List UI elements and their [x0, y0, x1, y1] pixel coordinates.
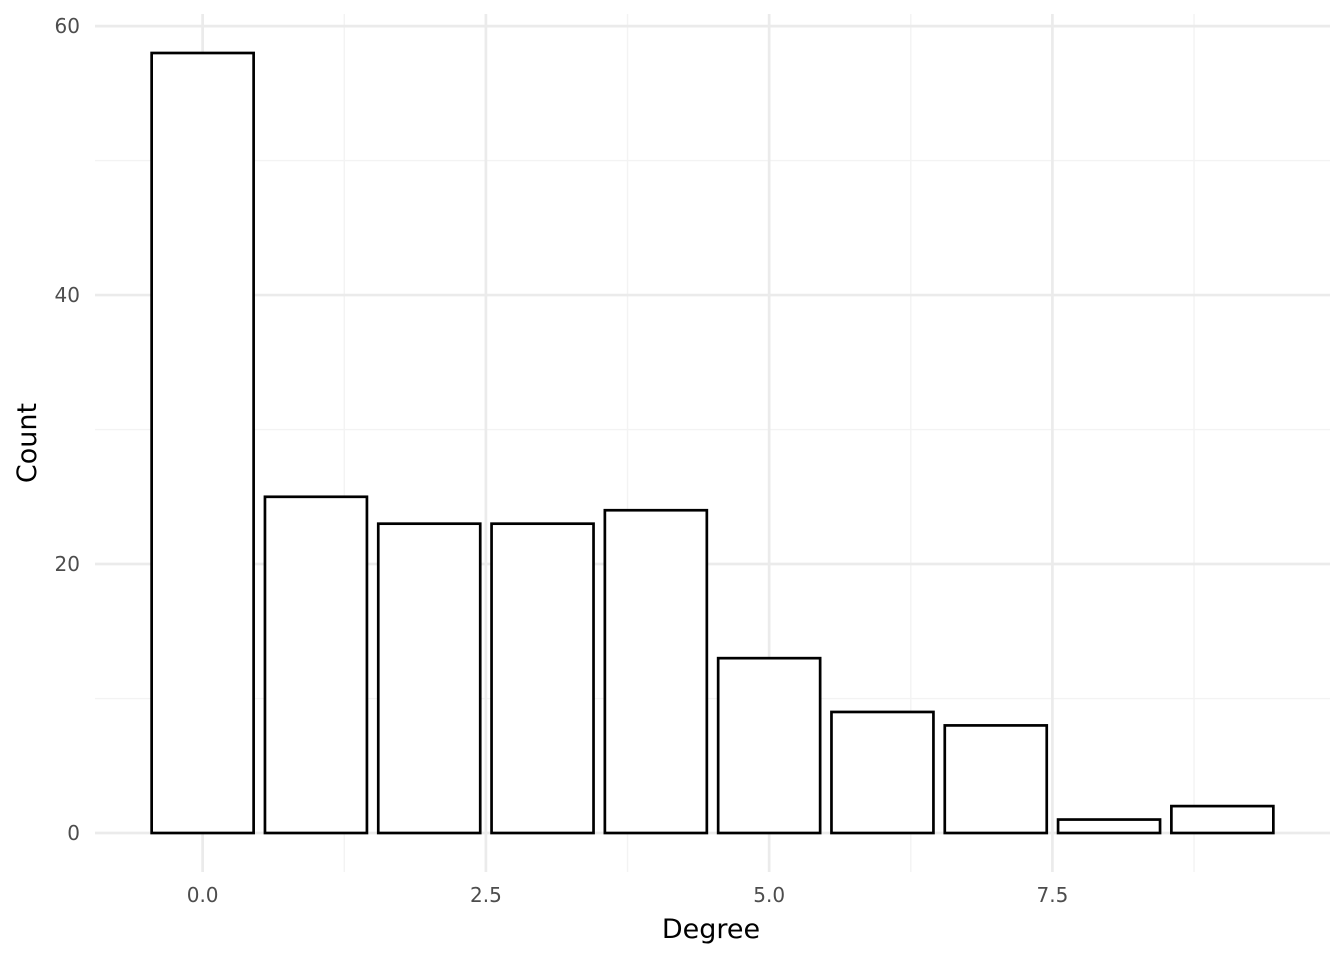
y-tick-label: 20: [55, 552, 80, 576]
x-tick-label: 5.0: [753, 883, 785, 907]
y-tick-label: 0: [67, 821, 80, 845]
bar: [1170, 804, 1275, 835]
bar: [603, 508, 709, 835]
y-tick-labels: 0 20 40 60: [55, 14, 80, 845]
bar: [376, 522, 482, 835]
bars: [150, 51, 1275, 835]
bar: [490, 522, 595, 835]
x-axis-title: Degree: [662, 914, 760, 945]
x-tick-label: 2.5: [470, 883, 502, 907]
bar: [1056, 818, 1162, 835]
x-tick-label: 0.0: [187, 883, 219, 907]
y-tick-label: 60: [55, 14, 80, 38]
bar: [830, 710, 935, 835]
y-tick-label: 40: [55, 283, 80, 307]
bar: [263, 495, 369, 835]
bar: [943, 724, 1049, 835]
bar: [716, 656, 822, 835]
y-axis-title: Count: [12, 403, 43, 483]
x-tick-label: 7.5: [1037, 883, 1069, 907]
x-tick-labels: 0.0 2.5 5.0 7.5: [187, 883, 1069, 907]
bar: [150, 51, 255, 835]
